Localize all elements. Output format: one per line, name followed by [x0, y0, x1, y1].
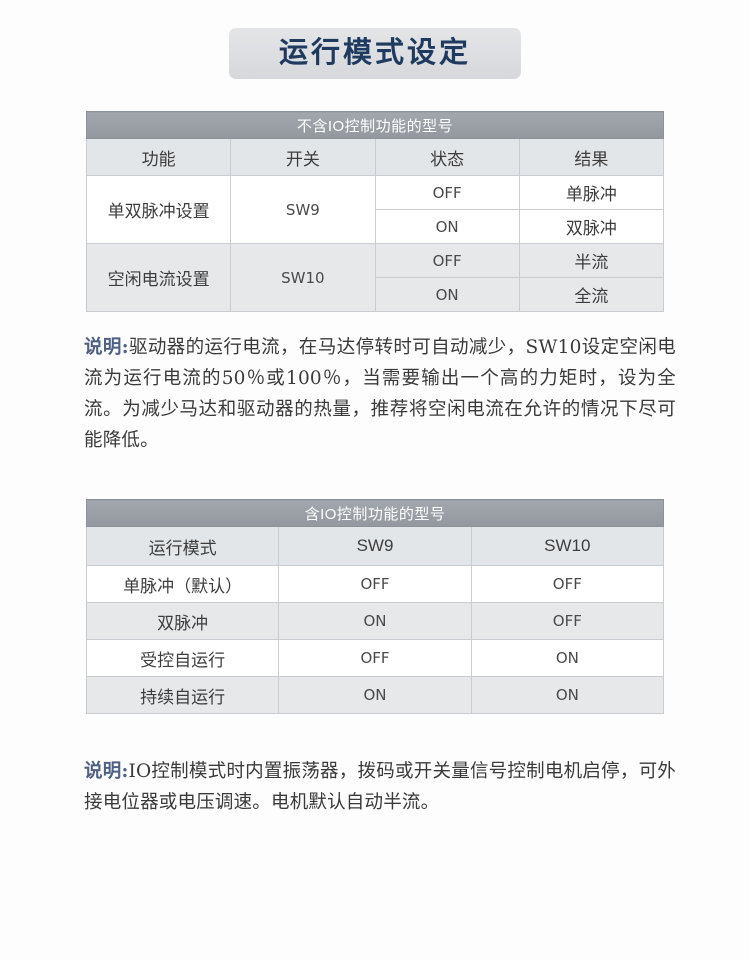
table2-col-sw9: SW9 [278, 526, 472, 566]
table2-r0-sw10: OFF [470, 565, 665, 603]
table1-col-switch: 开关 [230, 138, 376, 176]
table1-col-result: 结果 [518, 138, 665, 176]
table1-g0-switch: SW9 [230, 175, 376, 244]
table1-col-state: 状态 [374, 138, 520, 176]
note1-body: 驱动器的运行电流，在马达停转时可自动减少，SW10设定空闲电流为运行电流的50％… [84, 337, 676, 451]
note1-lead: 说明: [84, 337, 129, 358]
note2-lead: 说明: [84, 761, 129, 782]
table2-r0-sw9: OFF [278, 565, 472, 603]
table2-col-mode: 运行模式 [85, 526, 280, 566]
table-row: 持续自运行 ON ON [85, 676, 665, 714]
page-title-container: 运行模式设定 [0, 28, 750, 79]
table2-col-sw10: SW10 [470, 526, 665, 566]
table-row: 含IO控制功能的型号 [86, 499, 664, 527]
table-row: 空闲电流设置 SW10 OFF 半流 [85, 243, 665, 312]
note-idle-current: 说明:驱动器的运行电流，在马达停转时可自动减少，SW10设定空闲电流为运行电流的… [84, 332, 676, 456]
table1-g1-r1-state: ON [374, 277, 520, 312]
table-row: ON 双脉冲 [86, 209, 665, 244]
table1-g0-r1-state: ON [374, 209, 520, 244]
table2-r1-sw10: OFF [470, 602, 665, 640]
note-io-control: 说明:IO控制模式时内置振荡器，拨码或开关量信号控制电机启停，可外接电位器或电压… [84, 756, 676, 818]
table1-g0-r0-state: OFF [374, 175, 520, 210]
table2-r0-mode: 单脉冲（默认） [85, 565, 280, 603]
table1-g0-function: 单双脉冲设置 [85, 175, 232, 244]
table-row: 双脉冲 ON OFF [85, 602, 665, 640]
table-row: 不含IO控制功能的型号 [86, 111, 664, 139]
table2-r1-sw9: ON [278, 602, 472, 640]
table-models-with-io: 含IO控制功能的型号 运行模式 SW9 SW10 单脉冲（默认） OFF OFF… [85, 499, 665, 714]
note2-body: IO控制模式时内置振荡器，拨码或开关量信号控制电机启停，可外接电位器或电压调速。… [84, 761, 676, 813]
table1-g0-r1-result: 双脉冲 [518, 209, 665, 244]
table1-g0-r0-result: 单脉冲 [518, 175, 665, 210]
table2-r3-sw9: ON [278, 676, 472, 714]
page-title: 运行模式设定 [278, 35, 471, 69]
table2-r2-sw9: OFF [278, 639, 472, 677]
table-row: 单双脉冲设置 SW9 OFF 单脉冲 [85, 175, 665, 244]
table1-col-function: 功能 [85, 138, 232, 176]
table-row: 受控自运行 OFF ON [85, 639, 665, 677]
table2-r2-mode: 受控自运行 [85, 639, 280, 677]
table2-r2-sw10: ON [470, 639, 665, 677]
table-header-row: 功能 开关 状态 结果 [85, 138, 665, 176]
table2-r1-mode: 双脉冲 [85, 602, 280, 640]
table-row: 单脉冲（默认） OFF OFF [85, 565, 665, 603]
table1-g1-switch: SW10 [230, 243, 376, 312]
table-models-without-io: 不含IO控制功能的型号 功能 开关 状态 结果 单双脉冲设置 SW9 OFF 单… [85, 111, 665, 312]
table1-g1-r0-state: OFF [374, 243, 520, 278]
table-header-row: 运行模式 SW9 SW10 [85, 526, 665, 566]
page-title-pill: 运行模式设定 [229, 28, 521, 79]
table1-g1-r0-result: 半流 [518, 243, 665, 278]
table2-r3-sw10: ON [470, 676, 665, 714]
table2-r3-mode: 持续自运行 [85, 676, 280, 714]
table1-g1-r1-result: 全流 [518, 277, 665, 312]
table1-g1-function: 空闲电流设置 [85, 243, 232, 312]
table2-caption: 含IO控制功能的型号 [86, 499, 664, 527]
table1-caption: 不含IO控制功能的型号 [86, 111, 664, 139]
